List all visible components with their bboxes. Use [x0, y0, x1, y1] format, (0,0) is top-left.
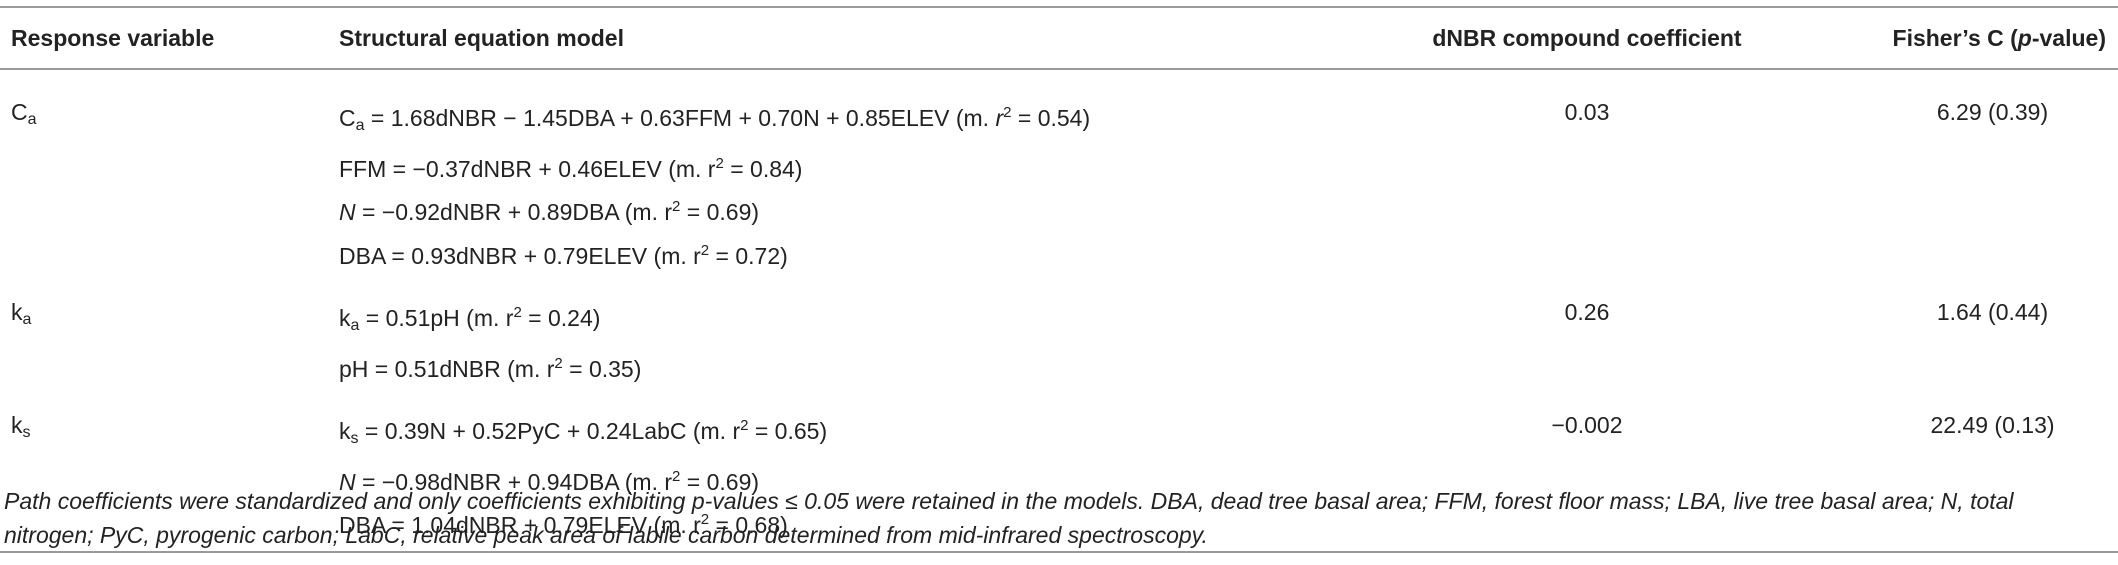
footnote: Path coefficients were standardized and …	[4, 488, 2014, 548]
text-run: = 0.65)	[748, 418, 828, 444]
text-sub: a	[350, 317, 360, 334]
text-sup: 2	[740, 417, 749, 434]
text-run: k	[339, 305, 351, 331]
equation-cell: ka = 0.51pH (m. r2 = 0.24) pH = 0.51dNBR …	[328, 285, 1387, 398]
text-sub: a	[27, 111, 37, 128]
text-run: k	[11, 299, 23, 325]
table-head: Response variable Structural equation mod…	[0, 7, 2118, 69]
text-run: Fisher’s C (	[1892, 24, 2018, 51]
fisher-cell: 1.64 (0.44)	[1787, 285, 2118, 398]
cell-text: 1.64 (0.44)	[1936, 299, 2049, 325]
table-row: ka ka = 0.51pH (m. r2 = 0.24) pH = 0.51dNB…	[0, 285, 2118, 398]
equation-cell: Ca = 1.68dNBR − 1.45DBA + 0.63FFM + 0.70…	[328, 69, 1387, 285]
text-run: DBA = 1.04dNBR + 0.79ELEV (m. r	[339, 512, 701, 538]
equation-line: ks = 0.39N + 0.52PyC + 0.24LabC (m. r2 =…	[339, 407, 1387, 458]
coefficient-cell: 0.26	[1387, 285, 1787, 398]
text-run: FFM = −0.37dNBR + 0.46ELEV (m. r	[339, 155, 716, 182]
text-sub: a	[22, 311, 32, 328]
text-run: = 0.68)	[709, 512, 788, 538]
text-run: DBA = 0.93dNBR + 0.79ELEV (m. r	[339, 242, 701, 269]
header-cell: Structural equation model	[328, 7, 1387, 69]
text-italic: r	[995, 105, 1004, 131]
header-row: Response variable Structural equation mod…	[0, 7, 2118, 69]
text-sup: 2	[1003, 104, 1012, 121]
text-sub: s	[22, 424, 31, 441]
cell-text: 0.26	[1564, 299, 1610, 325]
text-sup: 2	[700, 241, 710, 259]
text-run: C	[339, 105, 356, 131]
text-run: = 0.39N + 0.52PyC + 0.24LabC (m. r	[358, 418, 741, 444]
cell-text: −0.002	[1551, 412, 1623, 438]
equation-line: pH = 0.51dNBR (m. r2 = 0.35)	[339, 345, 1387, 389]
header-cell: Response variable	[0, 7, 328, 69]
cell-text: 0.03	[1564, 99, 1610, 125]
text-run: = 1.68dNBR − 1.45DBA + 0.63FFM + 0.70N +…	[364, 105, 996, 131]
text-sub: a	[355, 117, 365, 134]
text-run: = −0.92dNBR + 0.89DBA (m. r	[355, 199, 673, 225]
text-italic: N	[339, 199, 356, 225]
equation-line: Ca = 1.68dNBR − 1.45DBA + 0.63FFM + 0.70…	[339, 94, 1387, 145]
coefficient-cell: 0.03	[1387, 69, 1787, 285]
equation-cell: ks = 0.39N + 0.52PyC + 0.24LabC (m. r2 =…	[328, 398, 1387, 552]
text-run: k	[339, 418, 351, 444]
text-sup: 2	[672, 198, 681, 215]
text-run: = 0.51pH (m. r	[359, 305, 514, 331]
text-run: k	[11, 412, 23, 438]
text-run: C	[11, 99, 28, 125]
text-sup: 2	[700, 511, 710, 528]
response-cell: ks	[0, 398, 328, 552]
text-run: = 0.72)	[709, 242, 788, 269]
text-italic: p	[2017, 24, 2032, 51]
text-run: Structural equation model	[339, 24, 624, 51]
header-cell: Fisher’s C (p-value)	[1787, 7, 2118, 69]
text-run: Response variable	[11, 24, 215, 51]
coefficient-cell: −0.002	[1387, 398, 1787, 552]
text-run: = 0.24)	[521, 305, 601, 331]
equation-line: DBA = 1.04dNBR + 0.79ELEV (m. r2 = 0.68)	[339, 501, 1387, 545]
equation-line: N = −0.98dNBR + 0.94DBA (m. r2 = 0.69)	[339, 458, 1387, 502]
equation-line: FFM = −0.37dNBR + 0.46ELEV (m. r2 = 0.84…	[339, 145, 1387, 189]
text-run: dNBR compound coefficient	[1432, 24, 1742, 51]
table-body: Ca Ca = 1.68dNBR − 1.45DBA + 0.63FFM + 0.…	[0, 69, 2118, 552]
text-sup: 2	[513, 304, 522, 321]
header-cell: dNBR compound coefficient	[1387, 7, 1787, 69]
fisher-cell: 22.49 (0.13)	[1787, 398, 2118, 552]
equation-line: N = −0.92dNBR + 0.89DBA (m. r2 = 0.69)	[339, 188, 1387, 232]
fisher-cell: 6.29 (0.39)	[1787, 69, 2118, 285]
text-run: = 0.84)	[723, 155, 803, 182]
response-cell: ka	[0, 285, 328, 398]
text-run: = 0.35)	[562, 355, 642, 382]
sem-table: Response variable Structural equation mod…	[0, 6, 2118, 553]
text-run: = 0.69)	[680, 468, 760, 495]
text-run: = −0.98dNBR + 0.94DBA (m. r	[355, 468, 673, 495]
text-italic: N	[339, 468, 356, 495]
response-cell: Ca	[0, 69, 328, 285]
equation-line: ka = 0.51pH (m. r2 = 0.24)	[339, 294, 1387, 345]
text-sup: 2	[672, 467, 681, 485]
equation-line: DBA = 0.93dNBR + 0.79ELEV (m. r2 = 0.72)	[339, 232, 1387, 276]
text-run: = 0.69)	[680, 199, 760, 225]
text-run: -value)	[2031, 24, 2106, 51]
text-sub: s	[350, 430, 359, 447]
text-run: pH = 0.51dNBR (m. r	[339, 355, 555, 382]
cell-text: 22.49 (0.13)	[1930, 412, 2055, 438]
text-run: = 0.54)	[1011, 105, 1091, 131]
text-sup: 2	[554, 354, 563, 372]
table-row: Ca Ca = 1.68dNBR − 1.45DBA + 0.63FFM + 0.…	[0, 69, 2118, 285]
table-row: ks ks = 0.39N + 0.52PyC + 0.24LabC (m. r2…	[0, 398, 2118, 552]
cell-text: 6.29 (0.39)	[1936, 99, 2049, 125]
text-sup: 2	[715, 154, 724, 172]
